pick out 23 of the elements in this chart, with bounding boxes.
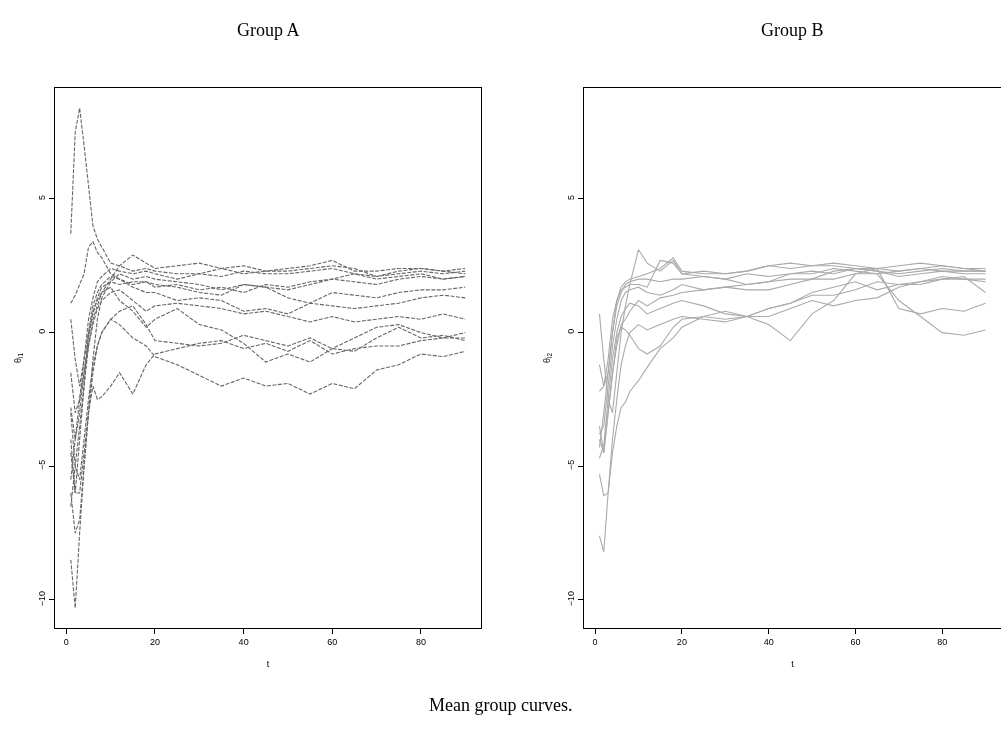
y-tick-label: 0 (566, 328, 577, 334)
y-tick-label: 5 (566, 195, 577, 201)
x-axis-title: t (266, 658, 270, 669)
x-tick-label: 20 (149, 636, 160, 647)
x-tick-label: 60 (850, 636, 861, 647)
text: Mean group curves. (429, 695, 573, 715)
x-tick-label: 60 (327, 636, 338, 647)
chart-title: Group B (761, 20, 824, 40)
y-tick-label: 5 (37, 195, 48, 201)
x-tick-label: 20 (676, 636, 687, 647)
chart-title: Group A (237, 20, 300, 40)
x-axis-title: t (791, 658, 795, 669)
x-tick-label: 0 (592, 636, 598, 647)
x-tick-label: 80 (937, 636, 948, 647)
x-tick-label: 80 (415, 636, 426, 647)
x-tick-label: 0 (63, 636, 69, 647)
x-tick-label: 40 (238, 636, 249, 647)
y-tick-label: −5 (37, 459, 48, 471)
y-tick-label: −10 (566, 590, 577, 607)
y-tick-label: −5 (566, 459, 577, 471)
x-tick-label: 40 (763, 636, 774, 647)
y-tick-label: 0 (37, 328, 48, 334)
y-tick-label: −10 (37, 590, 48, 607)
